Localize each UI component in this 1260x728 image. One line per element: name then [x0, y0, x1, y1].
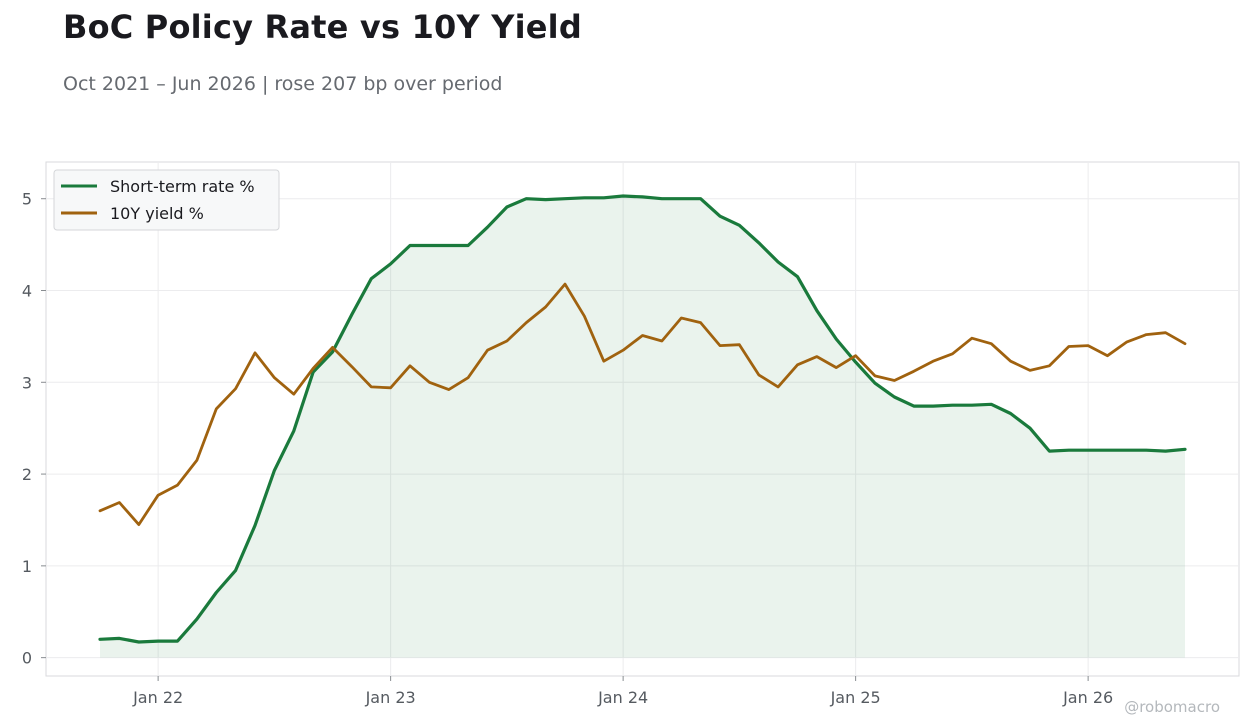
- x-tick-label: Jan 25: [830, 688, 881, 707]
- x-tick-label: Jan 24: [597, 688, 648, 707]
- area-fill: [100, 196, 1185, 658]
- legend-box: [53, 169, 280, 231]
- series-lines: [98, 194, 1187, 644]
- legend-label: Short-term rate %: [110, 177, 255, 196]
- y-tick-label: 1: [22, 557, 32, 576]
- x-axis: Jan 22 Jan 23 Jan 24 Jan 25 Jan 26: [132, 676, 1113, 707]
- x-tick-label: Jan 23: [365, 688, 416, 707]
- x-tick-label: Jan 22: [132, 688, 183, 707]
- y-tick-label: 3: [22, 373, 32, 392]
- grid: [46, 162, 1239, 676]
- legend-label: 10Y yield %: [110, 204, 204, 223]
- y-axis: 0 1 2 3 4 5: [22, 190, 46, 668]
- watermark: @robomacro: [1124, 698, 1220, 716]
- chart-title: BoC Policy Rate vs 10Y Yield: [63, 8, 582, 46]
- plot-frame: [45, 161, 1240, 677]
- y-tick-label: 4: [22, 282, 32, 301]
- series-line-0: [98, 194, 1187, 644]
- series-area-0: [100, 196, 1185, 658]
- series-line-1: [98, 282, 1187, 526]
- y-tick-label: 5: [22, 190, 32, 209]
- legend: Short-term rate % 10Y yield %: [53, 169, 280, 231]
- chart-subtitle: Oct 2021 – Jun 2026 | rose 207 bp over p…: [63, 73, 503, 95]
- x-tick-label: Jan 26: [1062, 688, 1113, 707]
- y-tick-label: 2: [22, 465, 32, 484]
- y-tick-label: 0: [22, 649, 32, 668]
